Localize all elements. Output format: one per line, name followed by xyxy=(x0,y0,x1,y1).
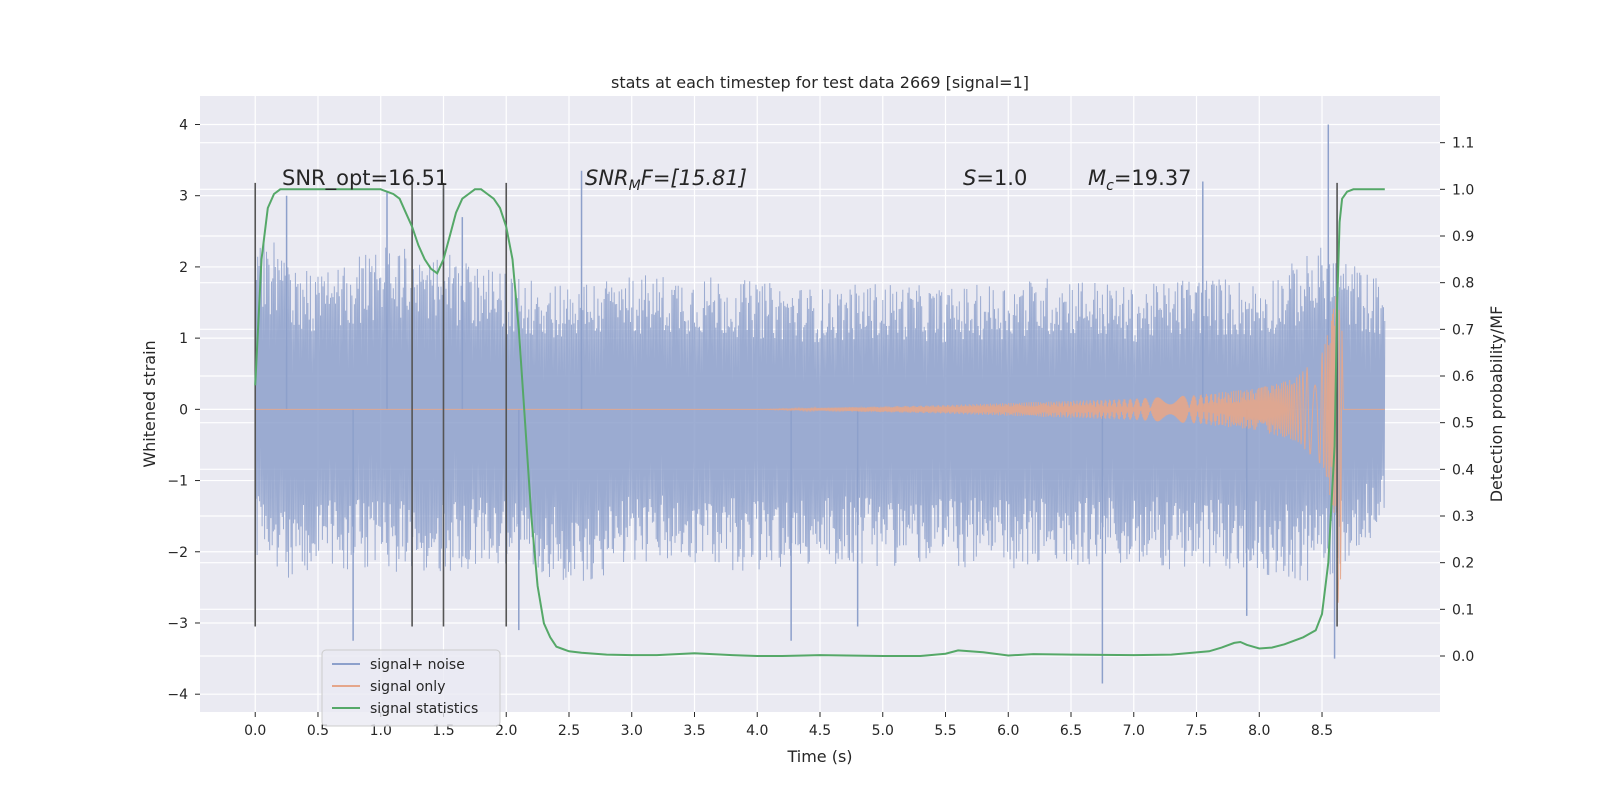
x-tick-label: 2.5 xyxy=(558,723,580,739)
s-value: =1.0 xyxy=(976,166,1027,190)
mc-annotation: Mc=19.37 xyxy=(1088,166,1192,194)
s-symbol: S xyxy=(963,166,976,190)
y-tick-label: −2 xyxy=(167,545,188,561)
x-axis-title: Time (s) xyxy=(786,747,852,766)
y2-tick-label: 0.9 xyxy=(1452,229,1474,245)
y2-tick-label: 0.1 xyxy=(1452,602,1474,618)
x-tick-label: 2.0 xyxy=(495,723,517,739)
y2-tick-label: 0.6 xyxy=(1452,369,1474,385)
y2-tick-label: 0.8 xyxy=(1452,276,1474,292)
x-tick-label: 7.5 xyxy=(1185,723,1207,739)
x-tick-label: 3.5 xyxy=(683,723,705,739)
chart-title: stats at each timestep for test data 266… xyxy=(611,73,1029,92)
axis-ticks: 0.0 0.5 1.0 1.5 2.0 2.5 3.0 3.5 4.0 4.5 5.0 5.5 6.0 6… xyxy=(167,117,1474,739)
y2-tick-label: 0.3 xyxy=(1452,509,1474,525)
x-tick-label: 4.0 xyxy=(746,723,768,739)
y2-tick-label: 0.5 xyxy=(1452,416,1474,432)
snr-mf-symbol: SNR xyxy=(585,166,629,190)
x-tick-label: 5.0 xyxy=(872,723,894,739)
x-tick-label: 7.0 xyxy=(1123,723,1145,739)
legend-label-signal: signal only xyxy=(370,679,445,695)
x-tick-label: 6.0 xyxy=(997,723,1019,739)
mc-value: =19.37 xyxy=(1114,166,1192,190)
stats-line xyxy=(254,188,1385,657)
x-tick-label: 8.0 xyxy=(1248,723,1270,739)
y-tick-label: 2 xyxy=(179,260,188,276)
x-tick-label: 1.0 xyxy=(370,723,392,739)
legend-label-noise: signal+ noise xyxy=(370,657,465,673)
y2-tick-label: 0.0 xyxy=(1452,649,1474,665)
legend-label-stats: signal statistics xyxy=(370,701,478,717)
y-tick-label: 0 xyxy=(179,402,188,418)
snr-opt-annotation: SNR_opt=16.51 xyxy=(282,166,448,191)
mc-symbol: M xyxy=(1088,166,1106,190)
y2-tick-label: 1.1 xyxy=(1452,136,1474,152)
y2-axis-title: Detection probability/MF xyxy=(1487,306,1506,503)
y-axis-title: Whitened strain xyxy=(140,340,159,467)
snr-mf-annotation: SNRMF=[15.81] xyxy=(585,166,747,194)
x-tick-label: 3.0 xyxy=(621,723,643,739)
y-tick-label: 3 xyxy=(179,189,188,205)
y-tick-label: −4 xyxy=(167,687,188,703)
legend: signal+ noise signal only signal statist… xyxy=(321,649,501,727)
s-annotation: S=1.0 xyxy=(963,166,1027,190)
x-tick-label: 0.5 xyxy=(307,723,329,739)
x-tick-label: 8.5 xyxy=(1311,723,1333,739)
x-tick-label: 4.5 xyxy=(809,723,831,739)
legend-box xyxy=(321,649,501,727)
signal-statistics-series xyxy=(254,188,1385,657)
y2-tick-label: 1.0 xyxy=(1452,182,1474,198)
y-tick-label: −1 xyxy=(167,474,188,490)
y2-tick-label: 0.2 xyxy=(1452,556,1474,572)
x-tick-label: 6.5 xyxy=(1060,723,1082,739)
x-tick-label: 1.5 xyxy=(432,723,454,739)
y2-tick-label: 0.4 xyxy=(1452,462,1474,478)
x-tick-label: 0.0 xyxy=(244,723,266,739)
snr-mf-subscript: M xyxy=(629,178,641,194)
mc-subscript: c xyxy=(1106,178,1114,194)
y-tick-label: −3 xyxy=(167,616,188,632)
y2-tick-label: 0.7 xyxy=(1452,322,1474,338)
x-tick-label: 5.5 xyxy=(934,723,956,739)
snr-mf-value: F=[15.81] xyxy=(641,166,747,190)
y-tick-label: 1 xyxy=(179,331,188,347)
y-tick-label: 4 xyxy=(179,117,188,133)
